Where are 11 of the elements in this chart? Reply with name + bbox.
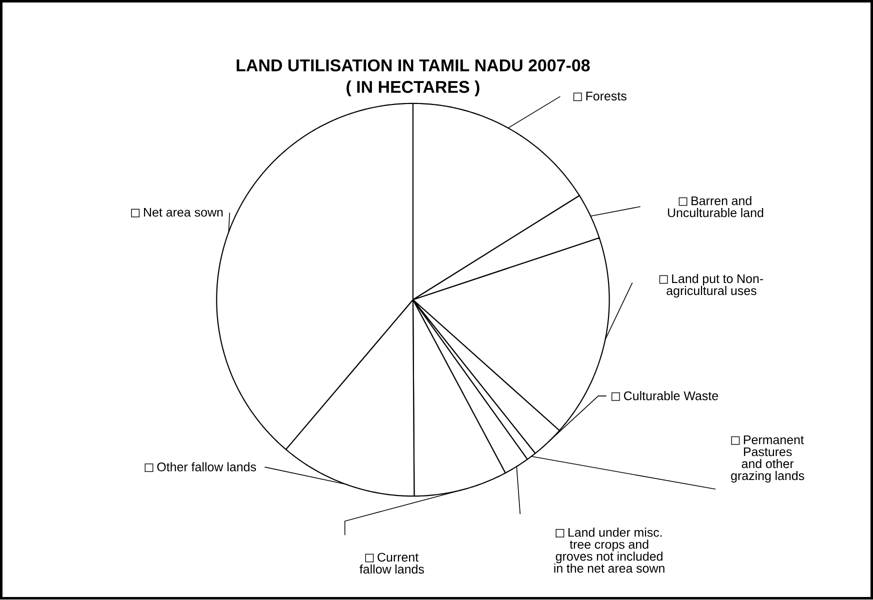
- chart-subtitle: ( IN HECTARES ): [346, 80, 480, 97]
- legend-label: Culturable Waste: [624, 391, 718, 400]
- legend-label: Land under misc. tree crops and groves not included in the net area sown: [554, 528, 664, 573]
- legend-label: Net area sown: [144, 208, 223, 217]
- legend-label: Current fallow lands: [360, 553, 424, 574]
- legend-label: Barren and Unculturable land: [668, 196, 764, 218]
- legend-label: Land put to Non-agricultural uses: [666, 274, 764, 298]
- legend-label: Forests: [586, 92, 626, 101]
- legend-label: Permanent Pastures and other grazing lands: [731, 436, 804, 483]
- chart-title: LAND UTILISATION IN TAMIL NADU 2007-08: [236, 60, 590, 72]
- legend-label: Other fallow lands: [157, 462, 256, 472]
